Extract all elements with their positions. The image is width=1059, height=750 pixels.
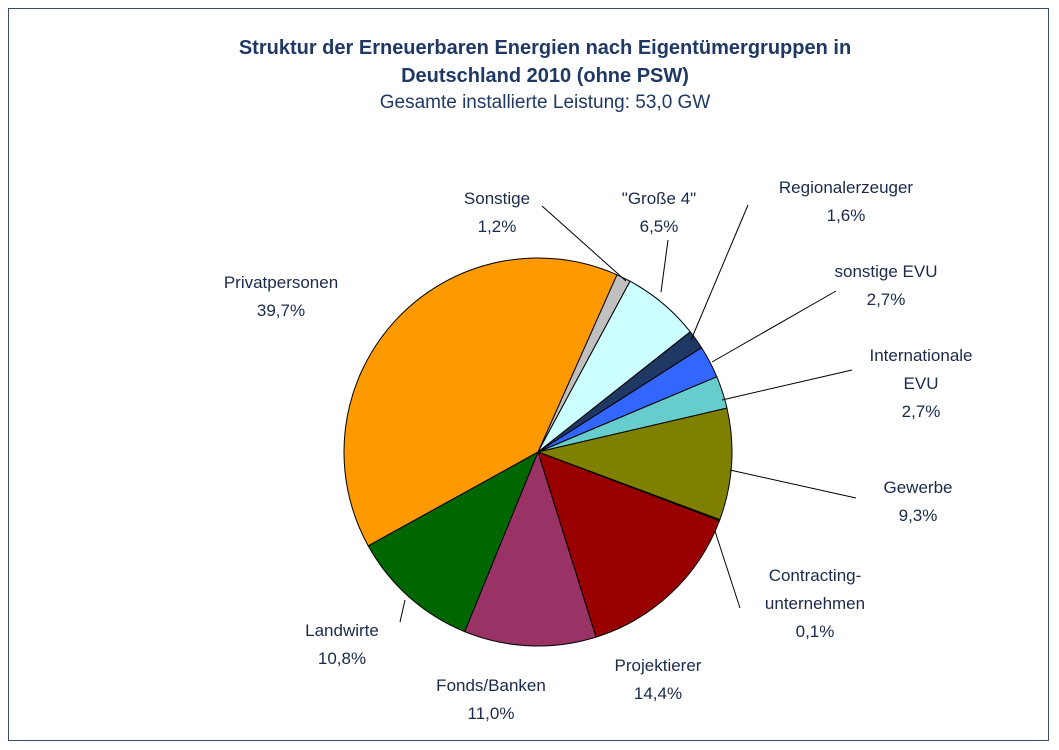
slice-name: Sonstige <box>463 189 531 208</box>
slice-value: 9,3% <box>898 506 938 525</box>
slice-value: 2,7% <box>901 402 941 421</box>
pie-slice <box>464 450 597 647</box>
pie-slice <box>537 451 721 638</box>
slice-label: Sonstige 1,2% <box>464 185 530 241</box>
slice-name: Landwirte <box>305 621 379 640</box>
slice-label: Gewerbe 9,3% <box>884 474 953 530</box>
slice-name: Gewerbe <box>883 478 953 497</box>
slice-name: Privatpersonen <box>223 273 339 292</box>
slice-label: sonstige EVU 2,7% <box>835 258 938 314</box>
pie-slice <box>536 407 733 521</box>
slice-label: Internationale EVU 2,7% <box>852 342 990 426</box>
leader-line <box>721 369 853 401</box>
leader-line <box>399 599 406 623</box>
slice-label: Fonds/Banken 11,0% <box>436 672 546 728</box>
slice-value: 11,0% <box>467 704 515 723</box>
slice-value: 6,5% <box>639 217 679 236</box>
slice-label: Landwirte 10,8% <box>305 617 379 673</box>
slice-label: Contracting- unternehmen 0,1% <box>765 562 865 646</box>
slice-label: Regionalerzeuger 1,6% <box>779 174 913 230</box>
chart-frame <box>8 8 1049 741</box>
slice-label: Privatpersonen 39,7% <box>224 269 338 325</box>
pie-slice <box>367 450 539 633</box>
slice-value: 2,7% <box>866 290 906 309</box>
slice-name: Contracting- unternehmen <box>764 566 866 613</box>
slice-name: Fonds/Banken <box>436 676 546 695</box>
chart-title: Struktur der Erneuerbaren Energien nach … <box>238 37 852 87</box>
slice-value: 10,8% <box>317 649 367 668</box>
leader-line <box>541 205 627 282</box>
slice-value: 1,6% <box>826 206 866 225</box>
leader-line <box>711 290 837 363</box>
slice-value: 14,4% <box>633 684 683 703</box>
slice-value: 39,7% <box>256 301 306 320</box>
leader-line <box>660 239 669 293</box>
slice-value: 0,1% <box>795 622 835 641</box>
slice-name: sonstige EVU <box>834 262 938 281</box>
slice-name: "Große 4" <box>621 189 697 208</box>
slice-name: Regionalerzeuger <box>778 178 914 197</box>
slice-label: Projektierer 14,4% <box>615 652 702 708</box>
slice-value: 1,2% <box>477 217 517 236</box>
leader-line <box>729 469 857 499</box>
leader-line <box>690 204 749 341</box>
slice-name: Internationale EVU <box>869 346 973 393</box>
slice-label: "Große 4" 6,5% <box>622 185 696 241</box>
pie-slice <box>343 257 618 547</box>
chart-subtitle: Gesamte installierte Leistung: 53,0 GW <box>379 92 711 113</box>
leader-line <box>712 524 741 609</box>
slice-name: Projektierer <box>614 656 702 675</box>
